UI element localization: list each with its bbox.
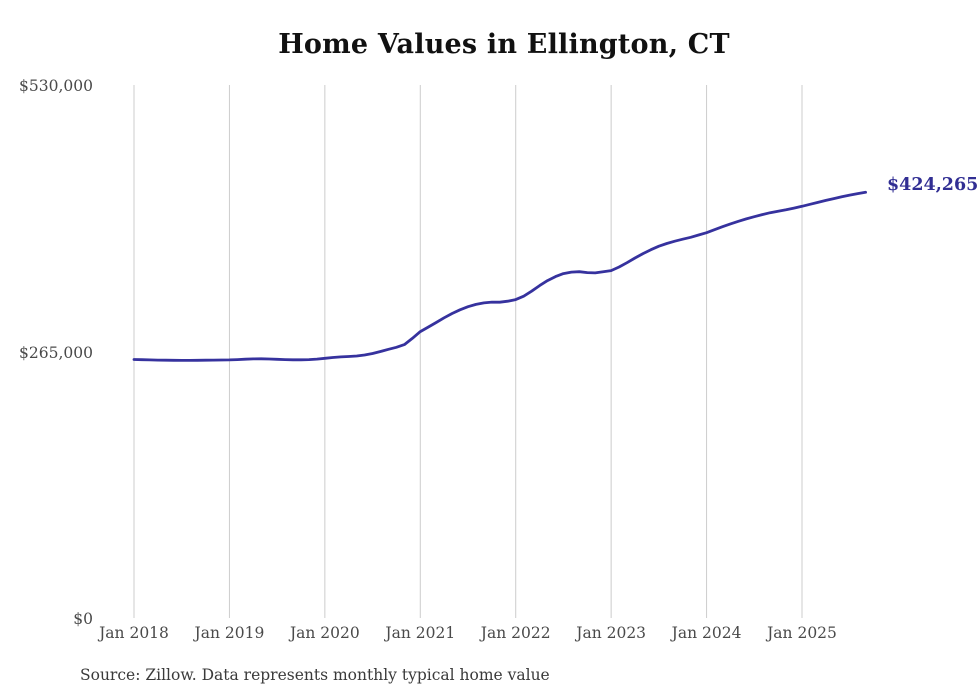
y-tick-label: $265,000 bbox=[19, 343, 93, 362]
x-tick-label: Jan 2025 bbox=[767, 624, 837, 642]
y-tick-label: $0 bbox=[73, 610, 93, 628]
latest-value-label: $424,265 bbox=[887, 175, 979, 195]
x-tick-label: Jan 2023 bbox=[576, 624, 647, 642]
x-tick-label: Jan 2024 bbox=[671, 624, 742, 642]
x-tick-label: Jan 2020 bbox=[289, 624, 360, 642]
source-note: Source: Zillow. Data represents monthly … bbox=[80, 666, 550, 684]
x-tick-label: Jan 2019 bbox=[194, 624, 265, 642]
home-value-line bbox=[132, 190, 867, 362]
x-tick-label: Jan 2021 bbox=[385, 624, 456, 642]
chart-title: Home Values in Ellington, CT bbox=[278, 29, 730, 60]
x-tick-label: Jan 2022 bbox=[480, 624, 551, 642]
y-tick-label: $530,000 bbox=[19, 77, 93, 95]
x-tick-label: Jan 2018 bbox=[99, 624, 169, 642]
